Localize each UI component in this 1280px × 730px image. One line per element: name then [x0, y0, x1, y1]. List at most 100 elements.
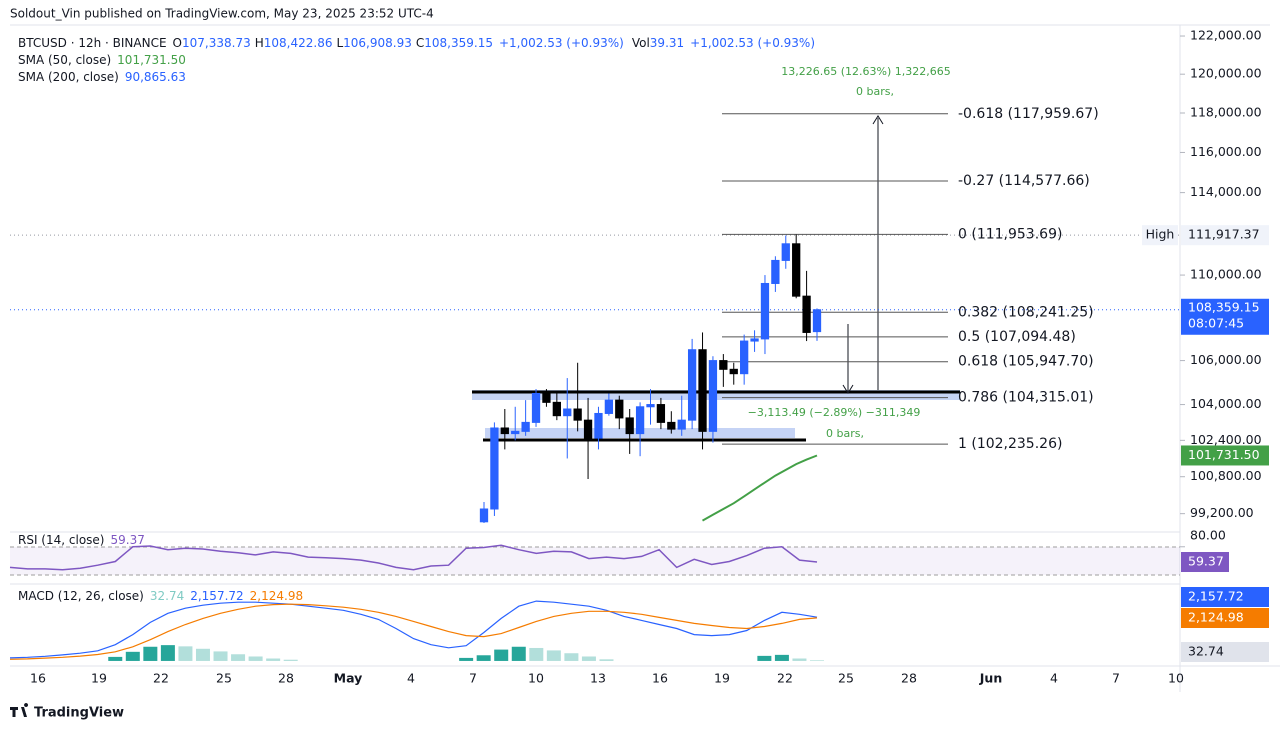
macd-line: [9, 603, 818, 660]
high-value: 111,917.37: [1188, 227, 1260, 242]
author-line: Soldout_Vin published on TradingView.com…: [10, 7, 434, 21]
candle-body: [708, 360, 718, 432]
sma-legend: SMA (50, close) 101,731.50: [18, 53, 186, 67]
legend-value: 59.37: [110, 533, 144, 547]
histogram-bar: [213, 651, 228, 661]
sma-line: [702, 454, 818, 522]
candle-body: [615, 399, 624, 419]
histogram-bar: [459, 657, 474, 661]
rsi-band: [10, 547, 1180, 575]
candle-body: [573, 408, 582, 421]
candle-body: [656, 404, 666, 423]
y-tick-label: 110,000.00: [1190, 267, 1262, 282]
last-price: 108,359.15: [1188, 299, 1260, 314]
symbol-legend: BTCUSD · 12h · BINANCE O107,338.73 H108,42…: [18, 36, 815, 50]
candle-body: [531, 392, 541, 423]
x-tick-label: 28: [278, 671, 294, 686]
macd-value: 2,124.98: [1188, 610, 1244, 625]
legend-key: L: [336, 36, 343, 50]
histogram-bar: [599, 659, 614, 661]
legend-value: 39.31: [650, 36, 684, 50]
candle-body: [625, 417, 634, 435]
candle-body: [687, 349, 697, 421]
candle-body: [521, 421, 530, 432]
histogram-bar: [125, 651, 140, 661]
histogram-bar: [511, 646, 526, 661]
candle-body: [719, 360, 728, 370]
histogram-bar: [529, 647, 544, 661]
candle-body: [511, 430, 520, 435]
x-tick-label: Jun: [979, 671, 1002, 686]
candle-body: [542, 392, 551, 403]
legend-value: 2,124.98: [250, 589, 303, 603]
histogram-bar: [564, 653, 579, 661]
histogram-bar: [108, 656, 123, 661]
x-tick-label: 4: [407, 671, 415, 686]
last-price-box: [1181, 298, 1269, 335]
histogram-bar: [266, 658, 281, 661]
candle-body: [760, 282, 770, 340]
legend-key: H: [255, 36, 264, 50]
x-tick-label: 10: [1168, 671, 1184, 686]
candle-body: [677, 419, 686, 430]
y-tick-label: 116,000.00: [1190, 144, 1262, 159]
histogram-bar: [160, 645, 175, 661]
candle-body: [563, 408, 572, 417]
measure-label: −3,113.49 (−2.89%) −311,349: [748, 406, 921, 419]
y-tick-label: 99,200.00: [1190, 505, 1254, 520]
y-tick-label: 100,800.00: [1190, 468, 1262, 483]
fib-label: 0.5 (107,094.48): [958, 329, 1076, 345]
high-label: High: [1146, 227, 1175, 242]
countdown: 08:07:45: [1188, 315, 1244, 330]
y-tick-label: 106,000.00: [1190, 352, 1262, 367]
histogram-bar: [195, 648, 210, 661]
brand: TradingView: [34, 706, 124, 721]
legend-key: O: [173, 36, 182, 50]
fib-label: 0.382 (108,241.25): [958, 304, 1094, 320]
x-tick-label: 13: [590, 671, 606, 686]
fib-label: -0.618 (117,959.67): [958, 106, 1099, 122]
legend-key: MACD (12, 26, close): [18, 589, 144, 603]
macd-value: 2,157.72: [1188, 589, 1244, 604]
candle-body: [771, 259, 780, 284]
candle-body: [812, 309, 822, 333]
candle-body: [604, 399, 614, 414]
legend-value: +1,002.53 (+0.93%): [690, 36, 815, 50]
histogram-bar: [494, 649, 509, 661]
brand-logo: [10, 703, 29, 717]
y-tick-label: 104,000.00: [1190, 396, 1262, 411]
x-tick-label: 16: [30, 671, 46, 686]
histogram-bar: [774, 654, 789, 661]
y-tick-label: 102,400.00: [1190, 432, 1262, 447]
candle-body: [500, 427, 509, 435]
x-tick-label: May: [334, 671, 363, 686]
high-label-box: [1142, 225, 1178, 246]
candle-body: [667, 421, 676, 430]
fib-label: 1 (102,235.26): [958, 436, 1062, 452]
candle-body: [490, 427, 499, 510]
y-tick-label: 80.00: [1190, 527, 1226, 542]
arrow-head: [842, 384, 854, 394]
high-value-box: [1181, 225, 1269, 246]
x-tick-label: 19: [714, 671, 730, 686]
candle-body: [740, 340, 749, 375]
sma-value: 101,731.50: [1188, 447, 1260, 462]
histogram-bar: [810, 660, 824, 661]
candle-body: [594, 412, 603, 439]
legend-key: RSI (14, close): [18, 533, 104, 547]
measure-bars: 0 bars,: [856, 85, 894, 98]
histogram-bar: [231, 654, 246, 661]
measure-bars: 0 bars,: [826, 427, 864, 440]
x-tick-label: 10: [528, 671, 544, 686]
candle-body: [646, 404, 655, 408]
macd-legend: MACD (12, 26, close) 32.74 2,157.72 2,124.9…: [18, 589, 303, 603]
y-tick-label: 118,000.00: [1190, 104, 1262, 119]
x-tick-label: 4: [1050, 671, 1058, 686]
legend-key: Vol: [632, 36, 650, 50]
sma-value-box: [1181, 445, 1269, 466]
legend-value: 108,422.86: [264, 36, 333, 50]
histogram-bar: [792, 658, 807, 661]
x-tick-label: 7: [1112, 671, 1120, 686]
macd-line: [9, 600, 818, 659]
